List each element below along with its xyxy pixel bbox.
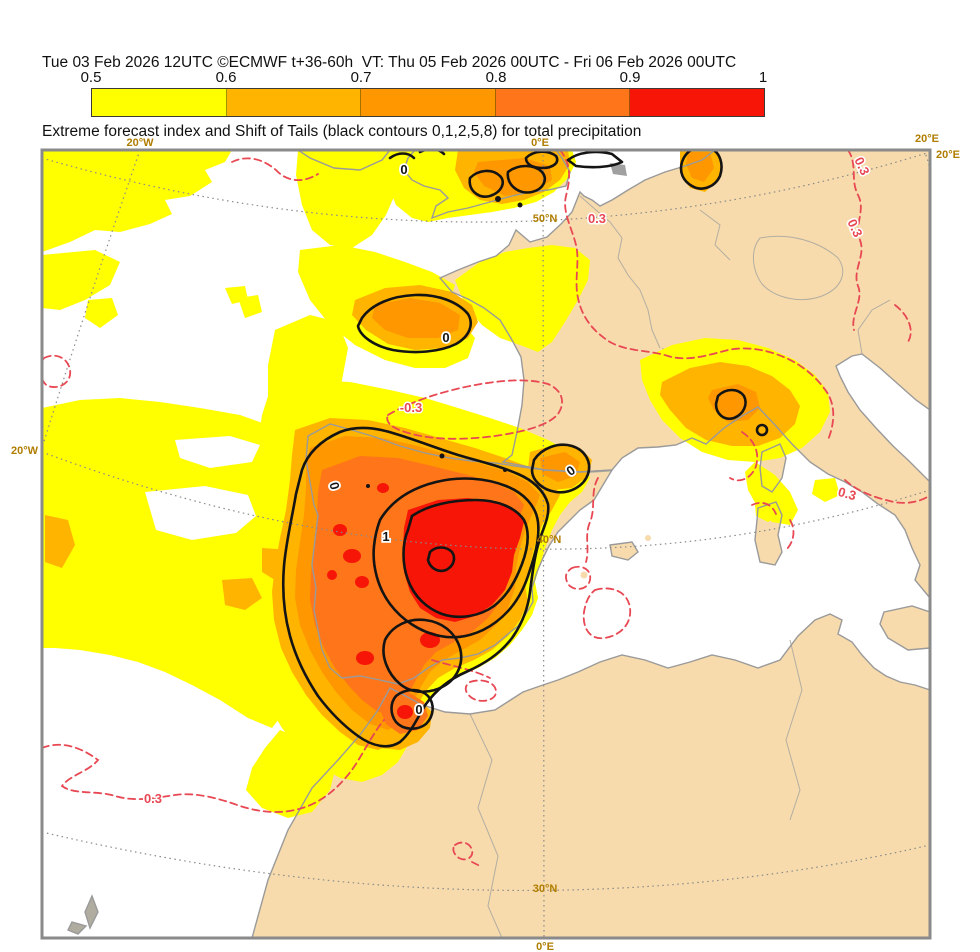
edge-label-bottom-0e: 0°E [536, 941, 554, 952]
gridline-label-50n: 50°N [533, 213, 558, 225]
colorbar-tick: 0.6 [215, 69, 237, 86]
chart-title-line2: Extreme forecast index and Shift of Tail… [42, 123, 642, 140]
sot-contour-label: 0 [415, 702, 422, 717]
colorbar-segment [495, 89, 631, 116]
gridline-label-30n: 30°N [533, 883, 558, 895]
edge-label-left-20w: 20°W [11, 445, 39, 457]
ijsselmeer-gray-patch [610, 163, 627, 176]
efi-colorbar [91, 88, 765, 117]
colorbar-tick: 0.7 [350, 69, 372, 86]
land-layer [252, 150, 930, 938]
black-contour-layer [281, 150, 769, 748]
efi-band-0.9 [327, 483, 524, 719]
colorbar-tick: 0.5 [80, 69, 102, 86]
colorbar-tick: 1 [758, 69, 768, 86]
sot-contour-label: 0 [442, 330, 449, 345]
colorbar-tick: 0.9 [619, 69, 641, 86]
red-contour-label: 0.3 [588, 211, 606, 226]
red-contour-label: 0.3 [144, 791, 162, 806]
gridline-0e [542, 150, 545, 938]
red-contour-layer [42, 150, 930, 867]
colorbar-tick: 0.8 [485, 69, 507, 86]
sot-contour-label: 0 [400, 162, 407, 177]
land-ibiza [580, 571, 588, 579]
red-contour-label: 0.3 [836, 484, 857, 503]
map-frame [40, 148, 932, 940]
colorbar-segment [361, 89, 496, 116]
gridline-30n [42, 831, 930, 892]
edge-label-top-20w: 20°W [126, 137, 154, 149]
chart-header: Tue 03 Feb 2026 12UTC ©ECMWF t+36-60h VT… [42, 5, 736, 189]
colorbar-segment [630, 89, 764, 116]
sot-contour-label: 1 [382, 529, 389, 544]
gridline-40n [42, 451, 930, 550]
colorbar-segment [92, 89, 227, 116]
edge-label-top-0e: 0°E [531, 137, 549, 149]
red-contour-label: -0.3 [400, 400, 422, 415]
colorbar-segment [226, 89, 362, 116]
land-menorca [645, 535, 651, 541]
edge-label-right-20e: 20°E [936, 149, 960, 161]
edge-label-top-20e: 20°E [915, 133, 939, 145]
gridline-label-40n: 40°N [537, 534, 562, 546]
chart-title-line1: Tue 03 Feb 2026 12UTC ©ECMWF t+36-60h VT… [42, 54, 737, 71]
gridline-20w [42, 150, 141, 449]
efi-holes [145, 436, 260, 540]
